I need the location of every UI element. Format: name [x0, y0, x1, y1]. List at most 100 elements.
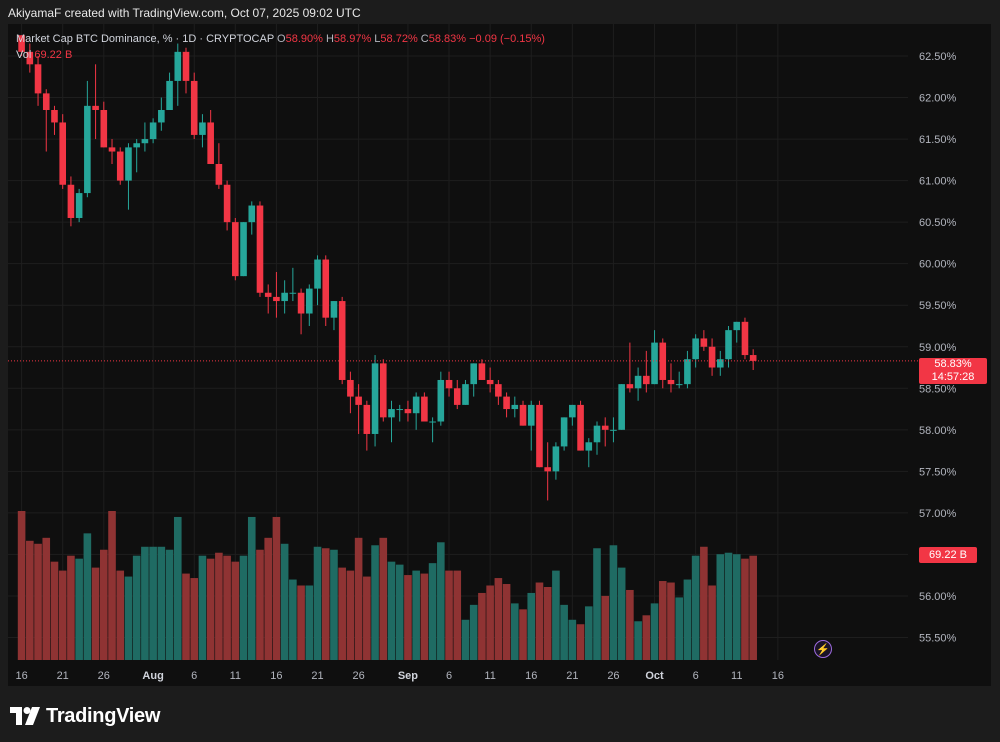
candle-body[interactable]	[264, 292, 272, 297]
candle-body[interactable]	[618, 384, 625, 430]
candle-body[interactable]	[651, 342, 658, 385]
candle-body[interactable]	[125, 147, 132, 181]
candle-body[interactable]	[297, 292, 305, 314]
candle-body[interactable]	[626, 384, 634, 389]
candle-body[interactable]	[404, 409, 412, 414]
candle-body[interactable]	[338, 301, 346, 380]
candle-body[interactable]	[199, 122, 206, 135]
candle-body[interactable]	[190, 80, 198, 135]
candle-body[interactable]	[445, 379, 453, 389]
candle-body[interactable]	[51, 109, 58, 123]
candle-body[interactable]	[527, 404, 535, 426]
candle-body[interactable]	[379, 363, 387, 418]
candle-body[interactable]	[289, 292, 297, 294]
candle-body[interactable]	[100, 109, 108, 148]
candle-body[interactable]	[141, 139, 149, 144]
candle-body[interactable]	[585, 442, 593, 451]
candle-body[interactable]	[232, 222, 239, 277]
symbol-legend[interactable]: Market Cap BTC Dominance, % · 1D · CRYPT…	[16, 33, 545, 45]
candle-body[interactable]	[437, 379, 445, 422]
candle-body[interactable]	[634, 375, 642, 389]
candle-body[interactable]	[733, 321, 741, 331]
candle-body[interactable]	[388, 409, 395, 418]
candle-body[interactable]	[412, 396, 420, 414]
candle-body[interactable]	[577, 404, 584, 451]
candle-body[interactable]	[306, 288, 313, 314]
candle-body[interactable]	[92, 105, 99, 110]
candle-body[interactable]	[108, 147, 116, 152]
candle-body[interactable]	[700, 338, 708, 347]
candle-body[interactable]	[717, 359, 724, 368]
x-tick-label: 16	[15, 670, 27, 682]
candle-body[interactable]	[643, 375, 650, 385]
candle-body[interactable]	[84, 105, 91, 194]
candle-body[interactable]	[248, 205, 256, 223]
candle-body[interactable]	[273, 296, 280, 302]
candle-body[interactable]	[18, 35, 25, 52]
candle-body[interactable]	[371, 363, 379, 434]
candle-body[interactable]	[240, 222, 247, 277]
volume-bar	[708, 585, 716, 660]
volume-legend[interactable]: Vol 69.22 B	[16, 49, 72, 61]
candle-body[interactable]	[158, 109, 165, 123]
candle-body[interactable]	[495, 384, 502, 397]
candle-body[interactable]	[429, 421, 436, 423]
candle-body[interactable]	[675, 384, 683, 386]
candle-body[interactable]	[503, 396, 510, 410]
candle-body[interactable]	[42, 93, 50, 110]
candle-body[interactable]	[519, 404, 527, 426]
candle-body[interactable]	[486, 379, 494, 385]
candle-body[interactable]	[749, 355, 757, 361]
candle-body[interactable]	[215, 163, 223, 185]
candle-body[interactable]	[314, 259, 321, 289]
candle-body[interactable]	[725, 330, 732, 360]
candle-body[interactable]	[75, 193, 83, 218]
candle-body[interactable]	[684, 359, 691, 385]
candle-body[interactable]	[569, 404, 576, 418]
brand[interactable]: TradingView	[10, 703, 160, 729]
chart-frame[interactable]: 62.50% 62.00% 61.50% 61.00% 60.50% 60.00% 59.5…	[8, 24, 991, 686]
candle-body[interactable]	[421, 396, 428, 422]
candle-body[interactable]	[470, 363, 477, 385]
candle-body[interactable]	[355, 396, 362, 405]
candle-body[interactable]	[149, 122, 157, 140]
candle-body[interactable]	[544, 467, 551, 472]
candle-body[interactable]	[453, 388, 461, 405]
candle-body[interactable]	[330, 301, 338, 318]
chart-plot[interactable]: 62.50% 62.00% 61.50% 61.00% 60.50% 60.00% 59.5…	[8, 24, 991, 686]
candle-body[interactable]	[133, 143, 140, 148]
candle-body[interactable]	[174, 51, 182, 81]
candle-body[interactable]	[256, 205, 264, 293]
candle-body[interactable]	[601, 425, 609, 430]
candle-body[interactable]	[692, 338, 699, 360]
candle-body[interactable]	[322, 259, 330, 318]
y-tick-label: 57.00%	[919, 508, 957, 520]
candle-body[interactable]	[511, 404, 519, 410]
candle-body[interactable]	[462, 384, 469, 405]
candle-body[interactable]	[536, 404, 543, 468]
candle-body[interactable]	[67, 184, 75, 218]
candle-body[interactable]	[347, 379, 354, 397]
candle-body[interactable]	[166, 80, 173, 110]
candle-body[interactable]	[667, 379, 675, 385]
candle-body[interactable]	[116, 151, 124, 181]
candle-body[interactable]	[34, 64, 42, 94]
candle-body[interactable]	[207, 122, 214, 164]
candle-body[interactable]	[223, 184, 231, 223]
candle-body[interactable]	[708, 346, 716, 368]
candle-body[interactable]	[478, 363, 486, 380]
candle-body[interactable]	[59, 122, 66, 185]
candle-body[interactable]	[593, 425, 601, 443]
candle-body[interactable]	[26, 51, 34, 65]
candle-body[interactable]	[552, 446, 560, 472]
candle-body[interactable]	[182, 51, 190, 81]
candle-body[interactable]	[741, 321, 749, 356]
bolt-icon[interactable]: ⚡	[814, 640, 832, 658]
y-tick-label: 55.50%	[919, 633, 957, 645]
candle-body[interactable]	[281, 292, 288, 302]
candle-body[interactable]	[363, 404, 371, 434]
candle-body[interactable]	[396, 409, 404, 411]
volume-bar	[165, 549, 174, 660]
candle-body[interactable]	[560, 417, 568, 447]
candle-body[interactable]	[610, 429, 617, 431]
